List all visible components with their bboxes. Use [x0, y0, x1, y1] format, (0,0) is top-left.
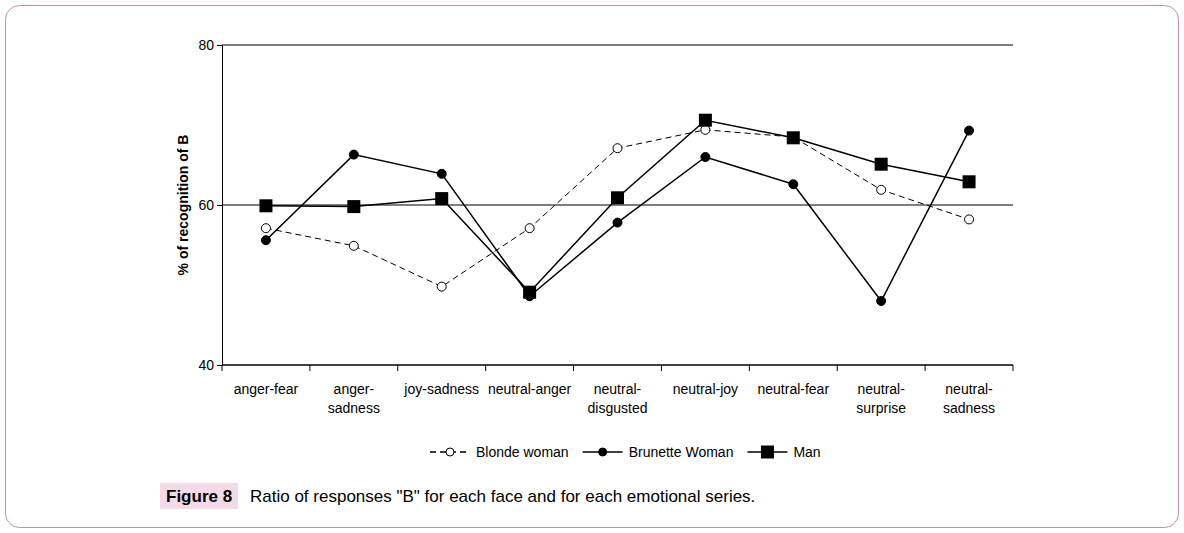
- data-point: [875, 158, 888, 171]
- y-axis: 40 60 80: [198, 37, 222, 373]
- x-tick-label: neutral-joy: [673, 381, 738, 397]
- category-separator: [222, 365, 223, 371]
- category-separator: [837, 365, 838, 371]
- grid-line: [222, 365, 1013, 366]
- data-point: [347, 200, 360, 213]
- category-separator: [485, 365, 486, 371]
- y-axis-line: [217, 46, 223, 366]
- x-axis-line: [222, 365, 1013, 366]
- y-tick-mark: [217, 45, 222, 46]
- legend: Blonde woman Brunette Woman Man: [430, 444, 821, 460]
- legend-marker: [446, 448, 454, 456]
- frame: [6, 6, 1179, 528]
- data-point: [877, 185, 886, 194]
- data-point: [611, 191, 624, 204]
- legend-label: Brunette Woman: [629, 444, 734, 460]
- series-line: [266, 120, 969, 292]
- data-point: [613, 144, 622, 153]
- legend-marker: [761, 446, 774, 459]
- data-point: [787, 131, 800, 144]
- grid: [222, 45, 1013, 365]
- data-point: [877, 297, 886, 306]
- data-point: [613, 218, 622, 227]
- category-separator: [309, 365, 310, 371]
- data-point: [523, 286, 536, 299]
- y-axis-title: % of recognition of B: [175, 135, 191, 276]
- x-tick-label: anger-fear: [234, 381, 299, 397]
- grid-line: [222, 205, 1013, 206]
- y-tick: 40: [198, 357, 222, 373]
- category-separator: [925, 365, 926, 371]
- legend-entry: Brunette Woman: [583, 444, 734, 460]
- legend-entry: Man: [747, 444, 820, 460]
- data-point: [525, 224, 534, 233]
- legend-label: Blonde woman: [476, 444, 569, 460]
- data-point: [965, 215, 974, 224]
- chart: 40 60 80 anger-fear anger-sadness joy-sadness…: [0, 0, 1184, 533]
- x-tick-label: neutral-anger: [488, 381, 572, 397]
- data-point: [701, 153, 710, 162]
- category-separator: [1013, 365, 1014, 371]
- data-point: [437, 282, 446, 291]
- category-separator: [397, 365, 398, 371]
- caption: Figure 8 Ratio of responses "B" for each …: [160, 483, 755, 509]
- y-tick: 80: [198, 37, 222, 53]
- figure-caption: Ratio of responses "B" for each face and…: [250, 487, 755, 506]
- data-point: [349, 241, 358, 250]
- y-tick-mark: [217, 205, 222, 206]
- category-separator: [573, 365, 574, 371]
- data-point: [261, 236, 270, 245]
- plot-area: [259, 114, 975, 306]
- y-tick-label: 80: [198, 37, 214, 53]
- data-point: [699, 114, 712, 127]
- y-tick: 60: [198, 197, 222, 213]
- data-point: [435, 192, 448, 205]
- legend-marker: [599, 448, 607, 456]
- data-point: [349, 150, 358, 159]
- legend-entry: Blonde woman: [430, 444, 569, 460]
- y-tick-label: 40: [198, 357, 214, 373]
- x-tick-label: neutral-fear: [757, 381, 829, 397]
- category-separator: [749, 365, 750, 371]
- x-tick-label: joy-sadness: [403, 381, 479, 397]
- data-point: [965, 126, 974, 135]
- y-tick-label: 60: [198, 197, 214, 213]
- legend-label: Man: [793, 444, 820, 460]
- data-point: [261, 224, 270, 233]
- data-point: [963, 175, 976, 188]
- data-point: [437, 169, 446, 178]
- x-tick-label: neutral-sadness: [943, 381, 995, 416]
- y-tick-mark: [217, 365, 222, 366]
- category-separator: [661, 365, 662, 371]
- series-line: [266, 131, 969, 301]
- x-tick-label: neutral-disgusted: [588, 381, 648, 416]
- caption-label-bg: [160, 483, 238, 509]
- data-point: [789, 180, 798, 189]
- x-axis: anger-fear anger-sadness joy-sadness neutra…: [222, 365, 1013, 416]
- x-tick-label: anger-sadness: [328, 381, 380, 416]
- data-point: [259, 199, 272, 212]
- figure-label: Figure 8: [166, 487, 232, 506]
- grid-line: [222, 45, 1013, 46]
- series-line: [266, 130, 969, 287]
- x-tick-label: neutral-surprise: [856, 381, 906, 416]
